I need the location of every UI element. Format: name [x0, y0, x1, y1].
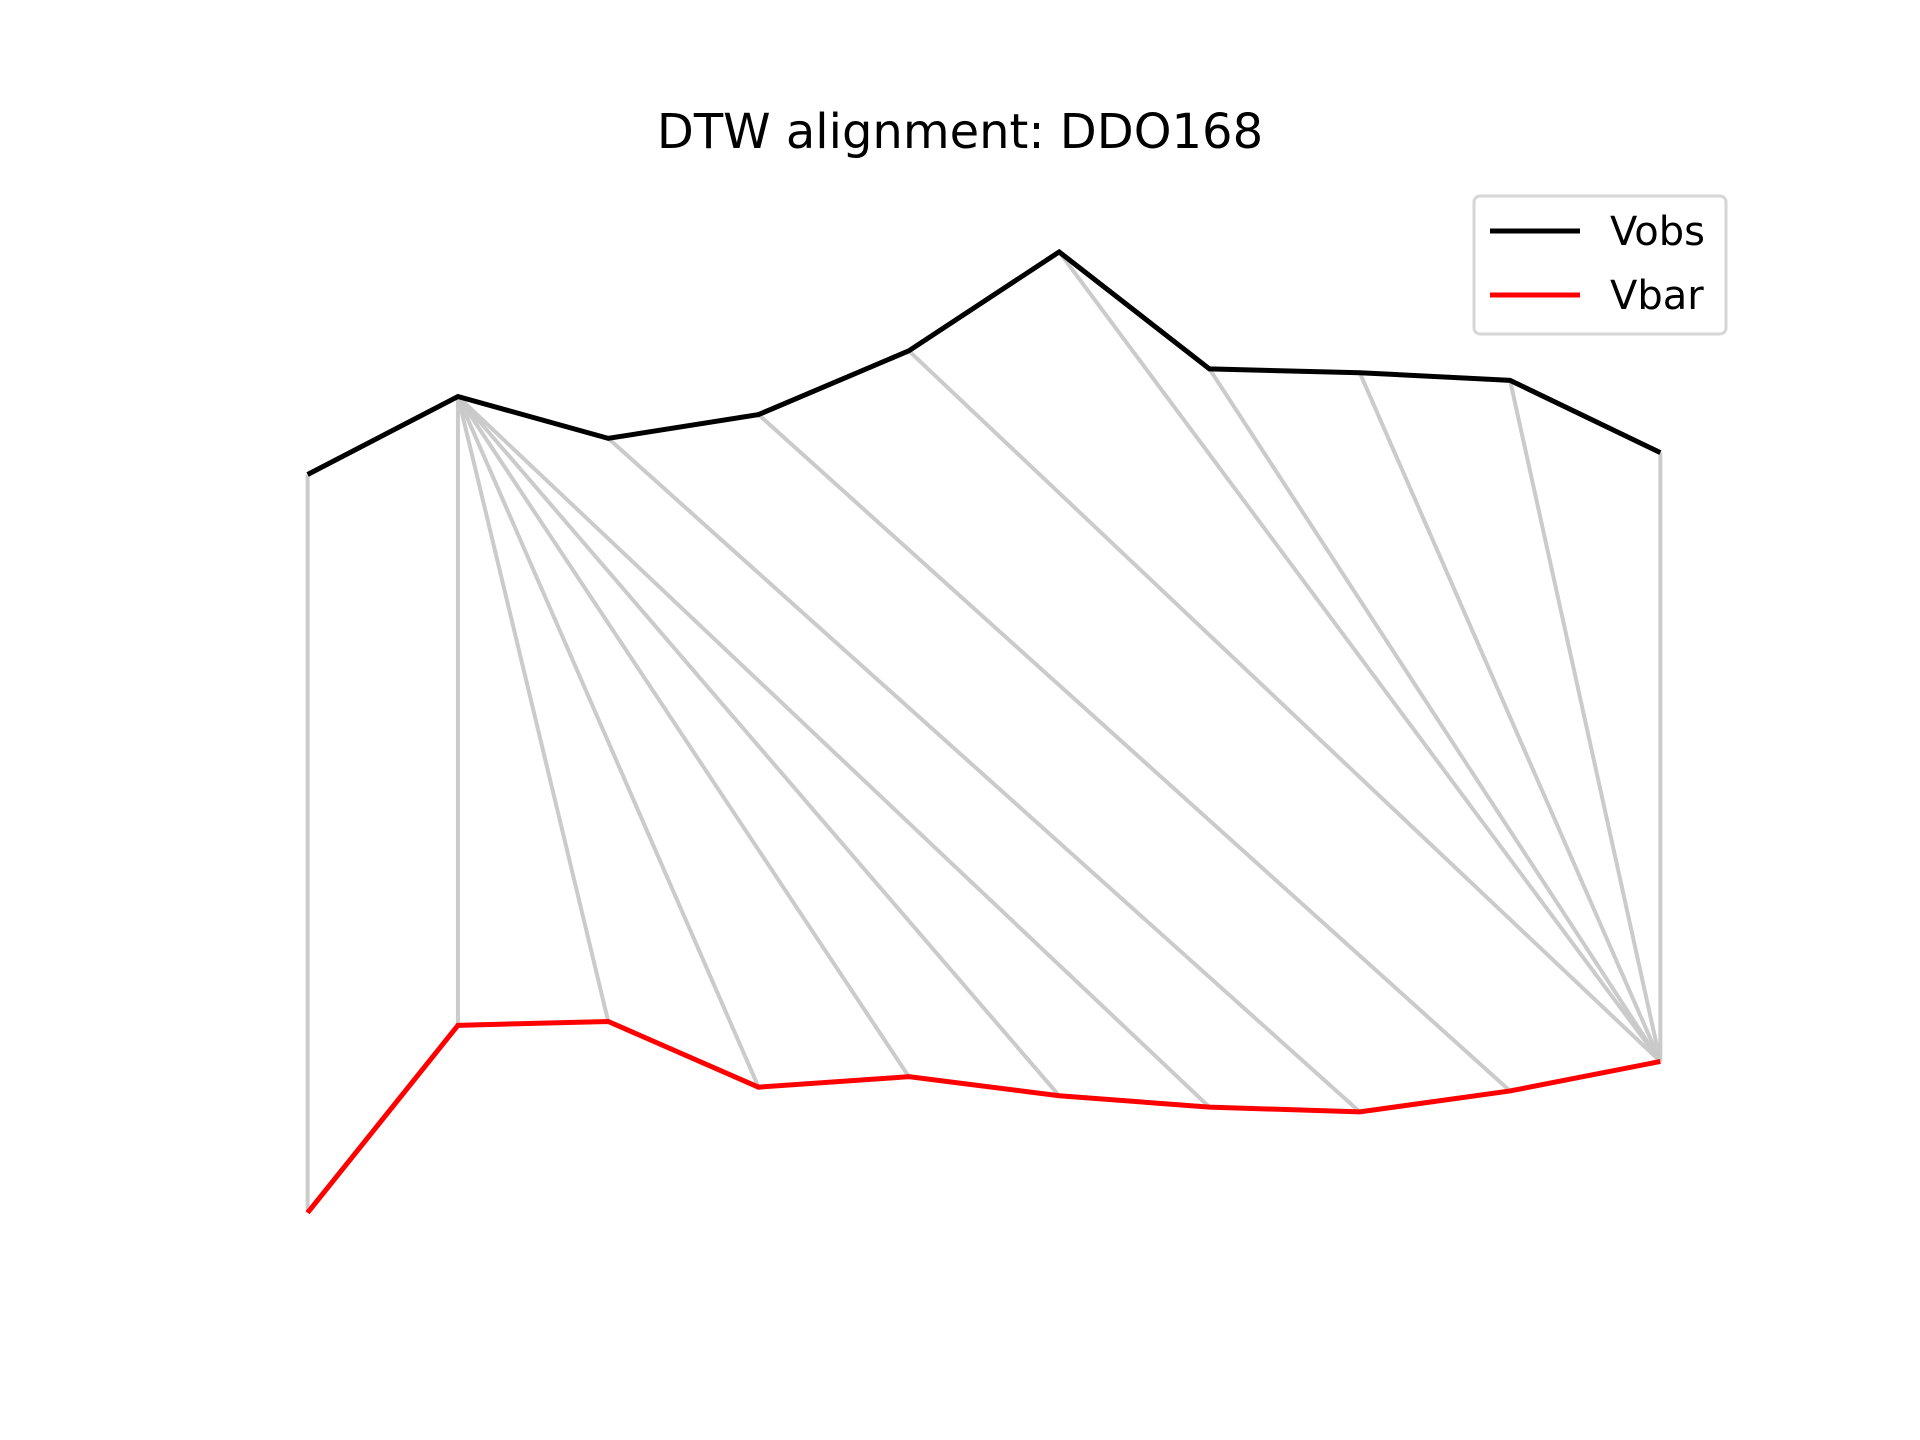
- alignment-lines: [305, 250, 1663, 1213]
- alignment-line-7: [606, 436, 1362, 1114]
- chart-title: DTW alignment: DDO168: [657, 104, 1263, 160]
- legend-label-vbar: Vbar: [1610, 273, 1704, 319]
- alignment-line-3: [456, 395, 761, 1088]
- alignment-line-4: [456, 395, 911, 1078]
- alignment-line-13: [1508, 379, 1663, 1062]
- series-lines: [305, 248, 1662, 1215]
- alignment-line-5: [456, 395, 1061, 1098]
- alignment-line-8: [757, 413, 1512, 1093]
- legend: Vobs Vbar: [1472, 194, 1728, 336]
- alignment-line-2: [455, 396, 611, 1022]
- series-line-vbar: [305, 1019, 1661, 1215]
- alignment-line-9: [907, 349, 1662, 1063]
- legend-label-vobs: Vobs: [1610, 209, 1705, 255]
- alignment-line-12: [1357, 371, 1663, 1063]
- alignment-line-10: [1057, 250, 1662, 1063]
- alignment-line-11: [1207, 367, 1663, 1063]
- series-line-vobs: [306, 248, 1662, 477]
- alignment-line-6: [456, 395, 1211, 1109]
